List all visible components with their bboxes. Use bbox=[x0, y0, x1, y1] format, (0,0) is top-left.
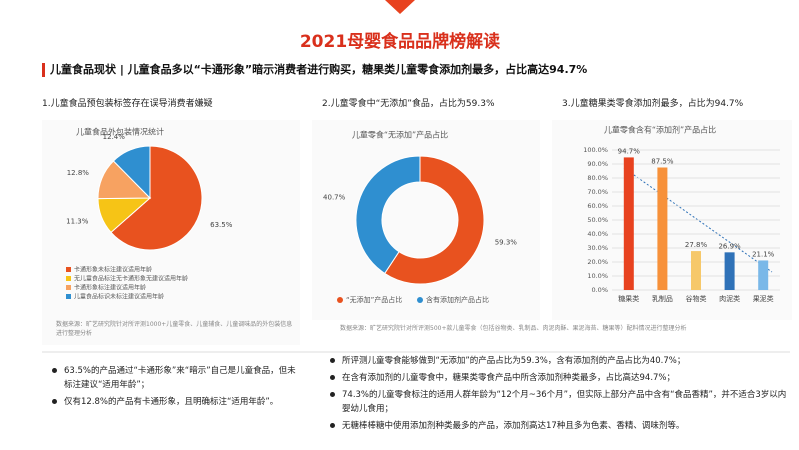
legend-label: “无添加”产品占比 bbox=[346, 295, 402, 304]
legend-swatch bbox=[66, 276, 71, 281]
panel-heading: 2.儿童零食中“无添加”食品，占比为59.3% bbox=[322, 99, 495, 109]
y-tick-label: 60.0% bbox=[587, 202, 608, 210]
slice bbox=[384, 155, 485, 285]
notes: 所评测儿童零食能够做到“无添加”的产品占比为59.3%，含有添加剂的产品占比为4… bbox=[330, 354, 790, 436]
legend-swatch bbox=[66, 294, 71, 299]
value-label: 11.3% bbox=[66, 218, 89, 226]
value-label: 27.8% bbox=[685, 241, 708, 249]
bullet-note: 无糖棒棒糖中使用添加剂种类最多的产品，添加剂高达17种且多为色素、香精、调味剂等… bbox=[330, 419, 790, 433]
y-tick-label: 90.0% bbox=[587, 160, 608, 168]
bullet-note: 在含有添加剂的儿童零食中，糖果类零食产品中所含添加剂种类最多，占比高达94.7%… bbox=[330, 371, 790, 385]
chart-title: 儿童食品外包装情况统计 bbox=[76, 127, 164, 137]
value-label: 12.4% bbox=[103, 133, 126, 141]
notes: 63.5%的产品通过“卡通形象”来“暗示”自己是儿童食品，但未标注建议“适用年龄… bbox=[52, 364, 302, 412]
legend-label: 无儿童食品标注无卡通形象无建议适用年龄 bbox=[74, 275, 188, 283]
bullet-note: 63.5%的产品通过“卡通形象”来“暗示”自己是儿童食品，但未标注建议“适用年龄… bbox=[52, 364, 302, 392]
legend-swatch bbox=[66, 285, 71, 290]
chart-title: 儿童零食“无添加”产品占比 bbox=[352, 130, 448, 140]
panel-heading: 3.儿童糖果类零食添加剂最多，占比为94.7% bbox=[562, 99, 744, 109]
bullet-note: 仅有12.8%的产品有卡通形象，且明确标注“适用年龄”。 bbox=[52, 395, 302, 409]
chart-title: 儿童零食含有“添加剂”产品占比 bbox=[604, 125, 716, 135]
legend-swatch bbox=[417, 297, 423, 303]
legend-label: 卡通形象标注建议适用年龄 bbox=[74, 284, 146, 292]
x-tick-label: 肉泥类 bbox=[719, 294, 740, 303]
legend-swatch bbox=[66, 267, 71, 272]
y-tick-label: 30.0% bbox=[587, 244, 608, 252]
value-label: 94.7% bbox=[618, 147, 641, 155]
value-label: 40.7% bbox=[323, 194, 346, 202]
y-tick-label: 40.0% bbox=[587, 230, 608, 238]
panel-bg bbox=[312, 120, 540, 320]
x-tick-label: 乳制品 bbox=[652, 294, 673, 303]
legend-label: 卡通形象未标注建议适用年龄 bbox=[74, 266, 152, 274]
value-label: 26.9% bbox=[718, 242, 741, 250]
source-note: 数据来源：旷艺研究院针对所评测500+款儿童零食（包括谷物类、乳制品、肉泥肉酥、… bbox=[340, 325, 687, 332]
y-tick-label: 10.0% bbox=[587, 272, 608, 280]
x-tick-label: 糖果类 bbox=[618, 294, 639, 303]
subtitle: 儿童食品现状 | 儿童食品多以“卡通形象”暗示消费者进行购买，糖果类儿童零食添加… bbox=[49, 62, 587, 76]
y-tick-label: 0.0% bbox=[591, 286, 608, 294]
bar bbox=[691, 251, 701, 290]
x-tick-label: 果泥类 bbox=[753, 294, 774, 303]
value-label: 21.1% bbox=[752, 250, 775, 258]
legend-swatch bbox=[337, 297, 343, 303]
source-note: 数据来源：旷艺研究院针对所评测1000+儿童零食、儿童辅食、儿童调味品的外包装信… bbox=[56, 321, 293, 337]
y-tick-label: 70.0% bbox=[587, 188, 608, 196]
y-tick-label: 20.0% bbox=[587, 258, 608, 266]
legend-label: 儿童食品标识未标注建议适用年龄 bbox=[74, 293, 164, 301]
x-tick-label: 谷物类 bbox=[686, 294, 707, 303]
value-label: 63.5% bbox=[210, 221, 233, 229]
value-label: 87.5% bbox=[651, 158, 674, 166]
value-label: 12.8% bbox=[67, 169, 90, 177]
slice bbox=[112, 145, 151, 200]
y-tick-label: 100.0% bbox=[583, 146, 608, 154]
y-tick-label: 80.0% bbox=[587, 174, 608, 182]
subtitle-bar bbox=[42, 63, 45, 77]
bar bbox=[758, 260, 769, 290]
slice bbox=[110, 145, 203, 251]
bar bbox=[623, 157, 634, 290]
slice bbox=[355, 155, 421, 275]
bullet-note: 74.3%的儿童零食标注的适用人群年龄为“12个月~36个月”，但实际上部分产品… bbox=[330, 388, 790, 416]
bar bbox=[724, 252, 735, 290]
top-marker bbox=[385, 0, 415, 14]
y-tick-label: 50.0% bbox=[587, 216, 608, 224]
page-title: 2021母婴食品品牌榜解读 bbox=[300, 31, 500, 52]
panel-heading: 1.儿童食品预包装标签存在误导消费者嫌疑 bbox=[42, 99, 213, 109]
legend-label: 含有添加剂产品占比 bbox=[426, 295, 489, 304]
bar bbox=[657, 167, 668, 290]
bullet-note: 所评测儿童零食能够做到“无添加”的产品占比为59.3%，含有添加剂的产品占比为4… bbox=[330, 354, 790, 368]
value-label: 59.3% bbox=[495, 238, 518, 246]
